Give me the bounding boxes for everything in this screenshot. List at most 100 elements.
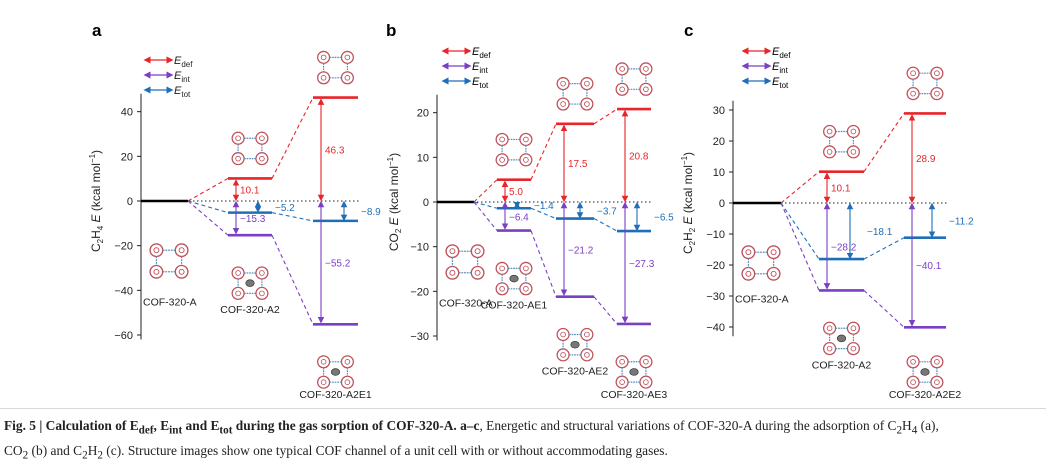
cof-node — [639, 62, 653, 76]
cof-node — [317, 355, 331, 369]
tot-value-label: −3.7 — [597, 206, 617, 217]
cof-node-core — [643, 379, 649, 385]
cof-node-core — [560, 101, 566, 107]
cof-node — [445, 244, 460, 259]
cof-node — [495, 261, 509, 275]
panel-a: a Edef Eint Etot 40 20 0 −20 −40 −60 C2H4 E (k… — [88, 21, 381, 401]
cof-node — [340, 355, 354, 369]
cof-node-core — [745, 270, 752, 277]
cof-node — [906, 66, 920, 80]
cof-node — [615, 62, 629, 76]
cof-node-core — [826, 345, 833, 352]
legend-b: Edef Eint Etot — [441, 46, 491, 90]
cof-node — [615, 355, 629, 369]
gas-molecule — [629, 368, 639, 376]
cof-node — [741, 245, 756, 260]
y-tick-label: −60 — [114, 330, 133, 342]
cof-structure-icon — [495, 261, 533, 296]
state-name-label: COF-320-A — [439, 297, 493, 309]
cof-node — [639, 82, 653, 96]
cof-node — [495, 282, 509, 296]
cof-node — [580, 327, 594, 342]
y-tick-label: 0 — [423, 197, 429, 209]
def-connector — [473, 179, 498, 203]
y-axis-label: CO2 E (kcal mol−1) — [386, 153, 403, 251]
marks-c: 10.1 −28.2 −18.1 28.9 −40.1 −11.2 COF-320-A COF… — [733, 66, 974, 401]
gas-molecule — [245, 279, 255, 287]
cof-structure-icon — [906, 66, 944, 101]
cof-node-core — [850, 149, 857, 155]
gas-molecule — [330, 368, 341, 376]
def-value-label: 10.1 — [831, 183, 851, 194]
int-value-label: −21.2 — [568, 245, 594, 256]
def-value-label: 10.1 — [240, 186, 260, 197]
cof-node-core — [499, 285, 505, 292]
cof-node — [519, 282, 533, 296]
state-name-label: COF-320-AE3 — [601, 389, 668, 401]
cof-node-core — [523, 285, 529, 292]
int-connector — [473, 201, 498, 231]
panel-label-a: a — [92, 21, 102, 40]
panel-label-c: c — [684, 21, 693, 40]
gas-molecule — [836, 334, 847, 343]
y-tick-label: −10 — [706, 229, 725, 241]
tot-connector — [473, 201, 498, 209]
svg-text:Etot: Etot — [472, 76, 489, 90]
cof-node-core — [826, 149, 833, 155]
state-name-label: COF-320-A — [143, 296, 197, 308]
def-value-label: 5.0 — [509, 187, 523, 198]
figure-caption: Fig. 5 | Calculation of Edef, Eint and E… — [4, 418, 939, 462]
cof-node — [580, 97, 594, 111]
cof-node-core — [474, 269, 481, 276]
gas-molecule — [509, 274, 519, 283]
cof-node-core — [934, 70, 940, 77]
panel-c: c Edef Eint Etot 30 20 10 0 −10 −20 −30 −40 C2H2… — [680, 21, 974, 401]
cof-node — [823, 124, 837, 139]
cof-node-core — [619, 358, 625, 365]
y-tick-label: 20 — [713, 136, 725, 148]
tot-value-label: −18.1 — [867, 227, 893, 238]
int-value-label: −28.2 — [831, 243, 857, 254]
cof-node-core — [619, 66, 625, 72]
cof-node-core — [523, 157, 529, 163]
cof-node — [766, 245, 781, 260]
svg-text:Edef: Edef — [472, 46, 491, 60]
state-name-label: COF-320-AE1 — [481, 300, 548, 312]
def-value-label: 17.5 — [568, 159, 588, 170]
cof-node-core — [449, 248, 456, 255]
cof-node — [255, 266, 269, 280]
int-connector — [530, 230, 557, 297]
def-connector — [593, 108, 618, 125]
cof-node-core — [560, 331, 566, 338]
cof-node-core — [235, 290, 241, 297]
cof-node — [615, 82, 629, 96]
state-name-label: COF-320-A2E2 — [889, 389, 962, 401]
y-axis-a: 40 20 0 −20 −40 −60 C2H4 E (kcal mol−1) — [88, 93, 142, 342]
cof-node — [317, 71, 331, 85]
svg-text:Eint: Eint — [174, 70, 191, 84]
int-connector — [593, 296, 618, 325]
figure-canvas: a Edef Eint Etot 40 20 0 −20 −40 −60 C2H4 E (k… — [88, 21, 974, 401]
cof-node-core — [259, 155, 265, 162]
y-axis-label: C2H2 E (kcal mol−1) — [680, 152, 697, 254]
panel-label-b: b — [386, 21, 396, 40]
cof-node-core — [584, 352, 590, 358]
svg-text:Etot: Etot — [772, 76, 789, 90]
y-tick-label: −20 — [410, 286, 429, 298]
marks-a: 10.1 −15.3 −5.2 46.3 −55.2 −8.9 COF-320-A COF-3… — [141, 50, 381, 401]
gas-molecule — [920, 368, 930, 376]
tot-connector — [530, 207, 557, 220]
y-axis-c: 30 20 10 0 −10 −20 −30 −40 C2H2 E (kcal mol−1) — [680, 100, 734, 337]
cof-structure-icon — [823, 321, 860, 356]
y-tick-label: −30 — [410, 331, 429, 343]
y-tick-label: −40 — [706, 322, 725, 334]
cof-node — [317, 50, 331, 64]
cof-node — [906, 375, 920, 389]
cof-structure-icon — [615, 62, 653, 96]
cof-node — [231, 152, 245, 166]
cof-structure-icon — [317, 50, 354, 85]
cof-node — [846, 321, 860, 335]
cof-node-core — [643, 86, 649, 93]
y-tick-label: 40 — [121, 107, 133, 119]
cof-node-core — [934, 90, 940, 97]
